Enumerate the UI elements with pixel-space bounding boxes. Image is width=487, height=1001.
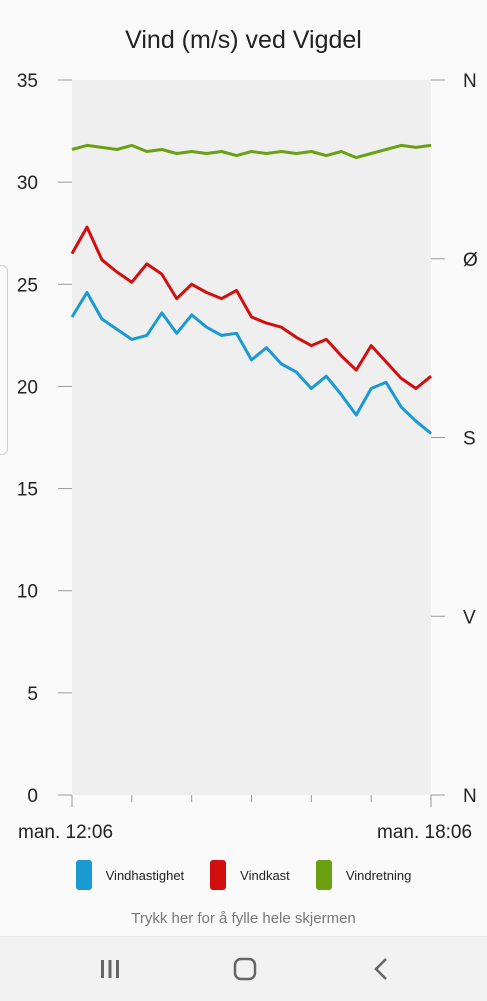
- legend-swatch-vindkast: [210, 860, 227, 890]
- y2-tick-label-3: Ø: [463, 250, 478, 271]
- y-tick-label-5: 5: [27, 684, 38, 705]
- system-navbar: [0, 936, 487, 1001]
- y-tick-label-15: 15: [17, 480, 38, 501]
- series-line-vindhastighet: [70, 291, 432, 435]
- legend-swatch-vindhastighet: [75, 860, 92, 890]
- y-tick-label-35: 35: [17, 71, 38, 92]
- y-tick-label-20: 20: [17, 377, 38, 398]
- legend-swatch-vindretning: [315, 860, 332, 890]
- legend-item-vindhastighet[interactable]: Vindhastighet: [75, 860, 185, 890]
- y-tick-label-0: 0: [27, 786, 38, 807]
- series-line-vindretning: [71, 143, 432, 160]
- legend-item-vindretning[interactable]: Vindretning: [315, 860, 412, 890]
- legend-label-vindkast: Vindkast: [240, 867, 290, 883]
- y2-tick-label-0: N: [463, 786, 477, 807]
- legend-item-vindkast[interactable]: Vindkast: [210, 860, 290, 890]
- x-tick-label-end: man. 18:06: [377, 822, 472, 843]
- y-tick-label-10: 10: [17, 582, 38, 603]
- back-icon[interactable]: [360, 951, 400, 987]
- x-tick-label-start: man. 12:06: [18, 822, 113, 843]
- recent-apps-icon[interactable]: [90, 951, 130, 987]
- edge-panel-handle[interactable]: [0, 265, 8, 455]
- legend-label-vindretning: Vindretning: [345, 867, 412, 883]
- series-line-vindkast: [70, 225, 432, 390]
- fill-screen-link[interactable]: Trykk her for å fylle hele skjermen: [131, 910, 356, 927]
- y-tick-label-30: 30: [17, 173, 38, 194]
- wind-chart: 0 5 10 15 20 25 30 35 N V S Ø N man. 12:06 man. 18:0…: [17, 71, 478, 843]
- y2-tick-label-2: S: [463, 429, 476, 450]
- chart-title: Vind (m/s) ved Vigdel: [125, 26, 362, 54]
- y2-tick-label-4: N: [463, 71, 477, 92]
- home-icon[interactable]: [224, 951, 264, 987]
- chart-legend: Vindhastighet Vindkast Vindretning: [0, 858, 487, 892]
- y2-tick-label-1: V: [463, 607, 476, 628]
- y-tick-label-25: 25: [17, 275, 38, 296]
- plot-area: [72, 80, 431, 795]
- legend-label-vindhastighet: Vindhastighet: [105, 867, 185, 883]
